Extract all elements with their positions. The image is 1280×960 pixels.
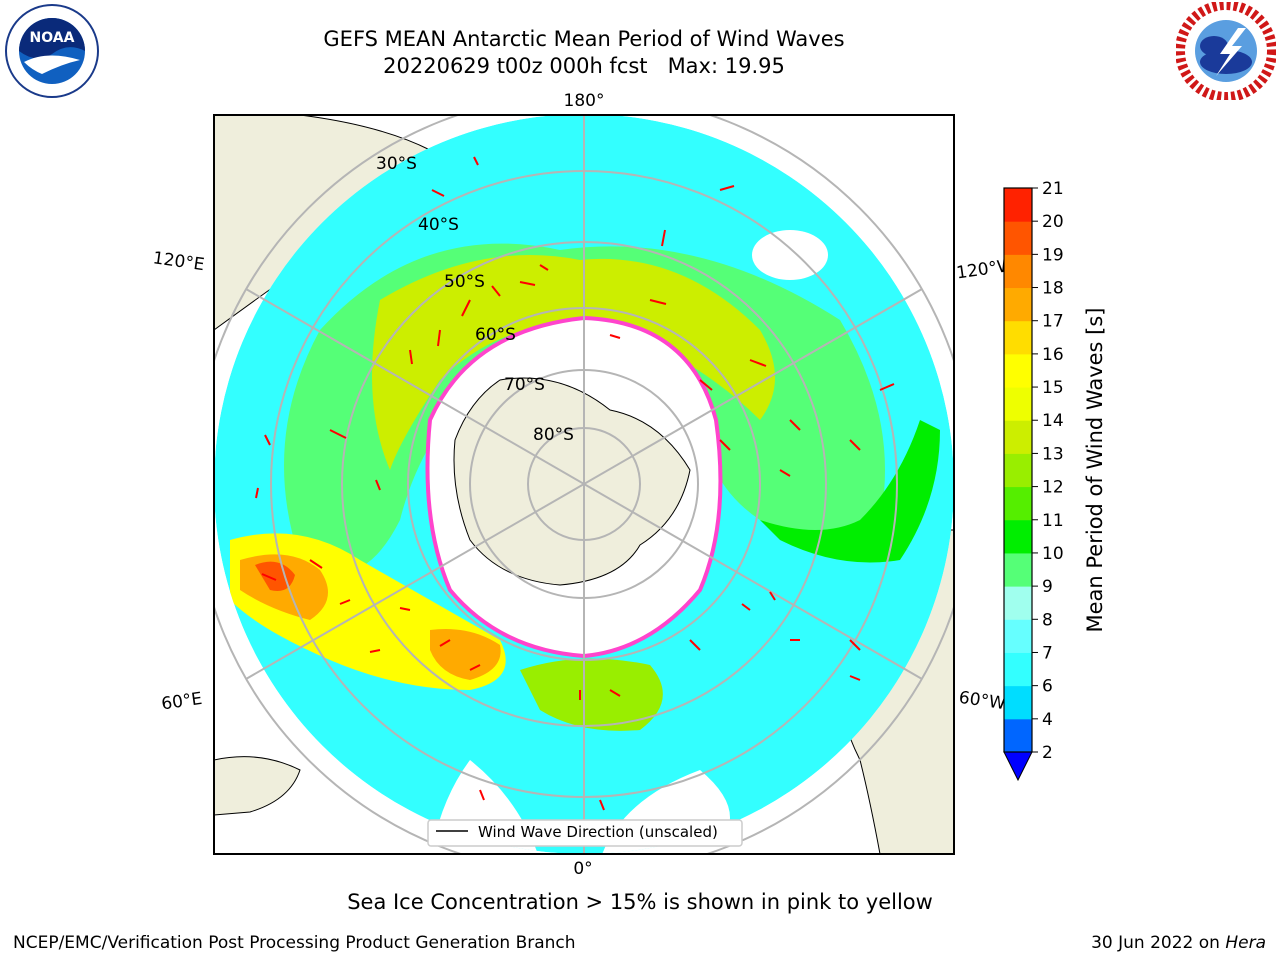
noaa-logo-text: NOAA (30, 30, 75, 46)
colorbar-band (1004, 254, 1032, 289)
map-legend-label: Wind Wave Direction (unscaled) (478, 823, 718, 841)
colorbar-tick-label: 11 (1042, 511, 1064, 531)
colorbar-band (1004, 353, 1032, 388)
colorbar-tick-label: 15 (1042, 378, 1064, 398)
run-date-stamp: 30 Jun 2022 on Hera (1091, 933, 1266, 953)
meridian-label-120e: 120°E (152, 248, 206, 275)
run-machine: Hera (1225, 933, 1266, 953)
colorbar-tick-label: 7 (1042, 643, 1053, 663)
run-date: 30 Jun 2022 on (1091, 933, 1220, 953)
colorbar-tick-label: 6 (1042, 677, 1053, 697)
parallel-label-80s: 80°S (533, 425, 574, 445)
colorbar-bands (1004, 188, 1032, 753)
colorbar-band (1004, 320, 1032, 355)
parallel-label-70s: 70°S (504, 375, 545, 395)
colorbar-band (1004, 387, 1032, 421)
colorbar-tick-label: 21 (1042, 180, 1064, 199)
colorbar-frame (1003, 187, 1033, 753)
colorbar-band (1004, 519, 1032, 554)
map-legend (427, 819, 743, 847)
colorbar-tick-label: 12 (1042, 478, 1064, 498)
colorbar-band (1004, 586, 1032, 620)
parallel-label-50s: 50°S (444, 272, 485, 292)
parallel-label-30s: 30°S (376, 154, 417, 174)
colorbar-ticks: 2 4 6 7 8 9 10 11 12 13 14 15 16 17 18 19 20 21 (1032, 180, 1064, 763)
map-frame (213, 114, 955, 855)
colorbar-tick-label: 18 (1042, 279, 1064, 299)
credit-text: NCEP/EMC/Verification Post Processing Pr… (13, 933, 576, 953)
sea-ice-note: Sea Ice Concentration > 15% is shown in … (347, 890, 933, 914)
colorbar-tick-label: 20 (1042, 212, 1064, 232)
parallel-label-40s: 40°S (418, 215, 459, 235)
noaa-logo: NOAA (5, 4, 99, 98)
meridian-label-0: 0° (573, 859, 592, 879)
colorbar-tick-label: 8 (1042, 610, 1053, 630)
graticule (214, 115, 954, 854)
colorbar-tick-label: 17 (1042, 312, 1064, 332)
map-panel: Wind Wave Direction (unscaled) 30°S 40°S… (214, 115, 954, 854)
colorbar-band (1004, 552, 1032, 587)
colorbar-tick-label: 2 (1042, 743, 1053, 763)
colorbar-label: Mean Period of Wind Waves [s] (1083, 308, 1107, 633)
parallel-label-60s: 60°S (475, 325, 516, 345)
wind-wave-arrows (255, 156, 895, 811)
colorbar-band (1004, 453, 1032, 488)
nws-logo (1176, 2, 1276, 100)
colorbar-band (1004, 652, 1032, 687)
antarctica-land (453, 377, 691, 586)
colorbar-band (1004, 420, 1032, 454)
colorbar-tick-label: 14 (1042, 411, 1064, 431)
colorbar-band (1004, 685, 1032, 720)
colorbar-band (1004, 287, 1032, 322)
chart-subtitle: 20220629 t00z 000h fcst Max: 19.95 (383, 54, 785, 78)
colorbar-band (1004, 486, 1032, 521)
colorbar: 2 4 6 7 8 9 10 11 12 13 14 15 16 17 18 19 20 21 Mean Peri… (1003, 180, 1107, 782)
colorbar-tick-label: 4 (1042, 710, 1053, 730)
meridian-label-180: 180° (564, 91, 605, 111)
meridian-label-60e: 60°E (160, 689, 203, 714)
colorbar-tick-label: 9 (1042, 577, 1053, 597)
colorbar-tick-label: 10 (1042, 544, 1064, 564)
colorbar-band (1004, 718, 1032, 753)
colorbar-band (1004, 188, 1032, 222)
colorbar-tick-label: 16 (1042, 345, 1064, 365)
colorbar-tick-label: 19 (1042, 245, 1064, 265)
colorbar-band (1004, 221, 1032, 255)
colorbar-band (1004, 619, 1032, 653)
colorbar-under-triangle (1003, 751, 1033, 782)
chart-title: GEFS MEAN Antarctic Mean Period of Wind … (323, 27, 845, 51)
africa-land (214, 756, 301, 816)
colorbar-tick-label: 13 (1042, 444, 1064, 464)
